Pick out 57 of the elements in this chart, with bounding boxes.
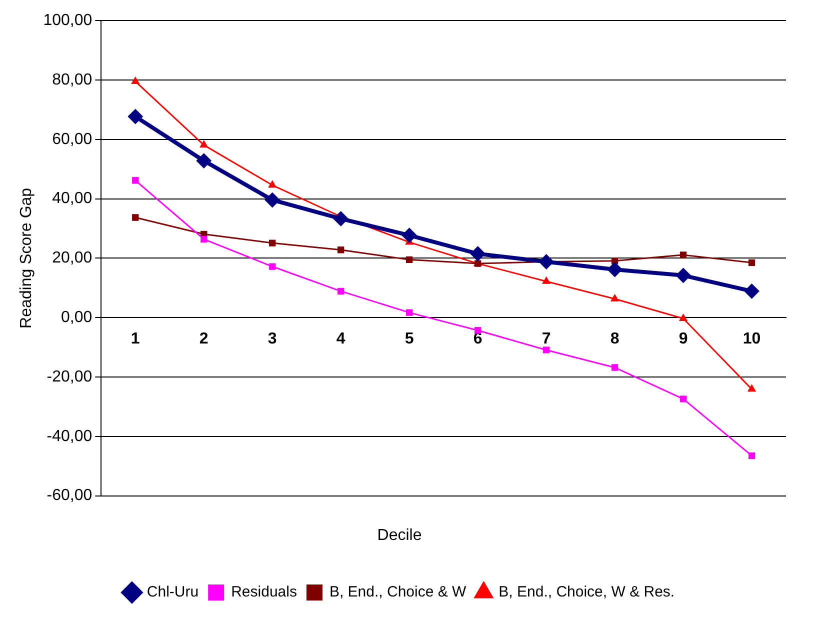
x-axis-title: Decile — [377, 526, 422, 544]
x-tick-label: 3 — [268, 330, 277, 348]
legend-label: Chl-Uru — [146, 584, 199, 601]
y-tick-label: -20,00 — [46, 368, 92, 386]
point — [679, 314, 688, 321]
point — [474, 327, 482, 334]
y-tick-label: 60,00 — [52, 130, 92, 148]
point — [542, 346, 550, 354]
point — [680, 396, 687, 402]
x-tick-label: 7 — [542, 330, 551, 348]
y-tick-label: -40,00 — [46, 428, 92, 445]
point — [131, 76, 140, 84]
y-tick-label: -60,00 — [46, 487, 92, 504]
point — [333, 211, 348, 226]
point — [269, 240, 276, 246]
legend-label: B, End., Choice, W & Res. — [498, 584, 675, 601]
point — [676, 268, 691, 283]
x-tick-label: 4 — [336, 330, 346, 348]
point — [748, 384, 756, 392]
y-tick-label: 0,00 — [60, 309, 92, 326]
y-tick-label: 100,00 — [43, 12, 92, 30]
point — [269, 263, 276, 270]
x-tick-label: 8 — [610, 330, 620, 348]
legend-label: Residuals — [231, 584, 297, 601]
x-tick-label: 5 — [404, 330, 414, 348]
point — [200, 140, 208, 148]
point — [680, 252, 687, 258]
point — [607, 262, 622, 277]
point — [748, 452, 756, 460]
point — [542, 276, 550, 284]
y-tick-label: 20,00 — [52, 250, 92, 267]
point — [744, 284, 760, 299]
point — [406, 256, 413, 264]
point — [200, 236, 208, 243]
x-tick-label: 2 — [199, 330, 208, 348]
point — [338, 246, 344, 254]
x-tick-label: 10 — [742, 330, 761, 348]
y-tick-label: 80,00 — [52, 71, 92, 88]
x-tick-label: 9 — [678, 330, 688, 348]
point — [748, 259, 756, 266]
point — [264, 192, 280, 208]
point — [611, 364, 618, 371]
point — [402, 228, 417, 243]
y-axis-title: Reading Score Gap — [18, 188, 36, 328]
point — [268, 180, 276, 188]
x-tick-label: 1 — [130, 330, 140, 348]
point — [610, 294, 619, 302]
point — [470, 246, 486, 262]
point — [128, 109, 143, 124]
legend-label: B, End., Choice & W — [329, 584, 468, 601]
y-tick-label: 40,00 — [52, 190, 92, 208]
point — [338, 288, 344, 294]
point — [538, 254, 554, 270]
point — [196, 153, 212, 168]
point — [132, 177, 139, 184]
point — [406, 309, 413, 316]
point — [132, 214, 139, 221]
